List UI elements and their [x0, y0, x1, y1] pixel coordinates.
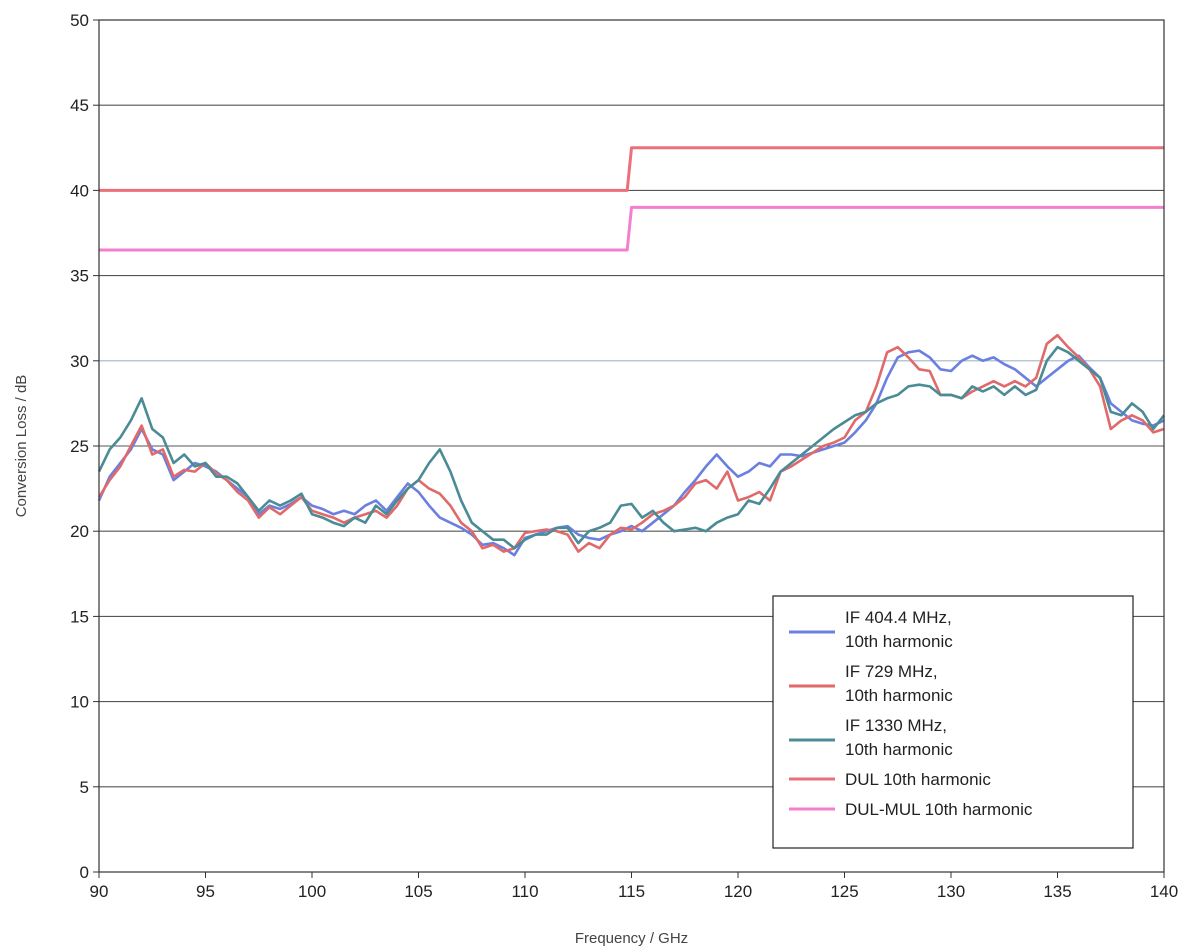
x-tick-label-0: 90	[90, 882, 109, 901]
x-tick-label-2: 100	[298, 882, 326, 901]
y-tick-label-1: 5	[80, 778, 89, 797]
legend-label-3: DUL 10th harmonic	[845, 770, 991, 789]
series-line-4	[99, 205, 1164, 252]
x-tick-label-3: 105	[404, 882, 432, 901]
series-line-0	[97, 349, 1165, 557]
x-tick-label-6: 120	[724, 882, 752, 901]
series-line-3	[99, 146, 1164, 192]
y-tick-label-8: 40	[70, 181, 89, 200]
y-tick-label-9: 45	[70, 96, 89, 115]
legend: IF 404.4 MHz, 10th harmonic IF 729 MHz, 10t…	[772, 595, 1134, 849]
y-tick-label-3: 15	[70, 607, 89, 626]
legend-label-0-line2: 10th harmonic	[845, 632, 953, 651]
y-axis-label: Conversion Loss / dB	[13, 375, 30, 518]
x-tick-label-9: 135	[1043, 882, 1071, 901]
y-tick-label-4: 20	[70, 522, 89, 541]
x-axis-label: Frequency / GHz	[575, 930, 688, 947]
y-tick-label-0: 0	[80, 863, 89, 882]
legend-label-1-line2: 10th harmonic	[845, 686, 953, 705]
legend-label-1: IF 729 MHz,	[845, 662, 938, 681]
legend-label-2: IF 1330 MHz,	[845, 716, 947, 735]
x-tick-label-8: 130	[937, 882, 965, 901]
x-tick-label-4: 110	[511, 882, 538, 901]
series-group	[97, 146, 1166, 557]
x-tick-label-7: 125	[830, 882, 858, 901]
y-tick-label-7: 35	[70, 267, 89, 286]
legend-label-0: IF 404.4 MHz,	[845, 608, 952, 627]
x-tick-label-5: 115	[618, 882, 645, 901]
x-axis-ticks: 90 95 100 105 110 115 120 125 130 135 140	[90, 872, 1178, 901]
x-tick-label-10: 140	[1150, 882, 1178, 901]
series-line-1	[97, 333, 1165, 553]
legend-label-4: DUL-MUL 10th harmonic	[845, 800, 1033, 819]
series-line-2	[97, 345, 1166, 550]
x-tick-label-1: 95	[196, 882, 215, 901]
y-tick-label-2: 10	[70, 693, 89, 712]
y-tick-label-6: 30	[70, 352, 89, 371]
y-tick-label-10: 50	[70, 11, 89, 30]
y-axis-ticks: 0 5 10 15 20 25 30 35 40 45 50	[70, 11, 99, 882]
legend-box	[772, 595, 1134, 849]
y-tick-label-5: 25	[70, 437, 89, 456]
legend-label-2-line2: 10th harmonic	[845, 740, 953, 759]
